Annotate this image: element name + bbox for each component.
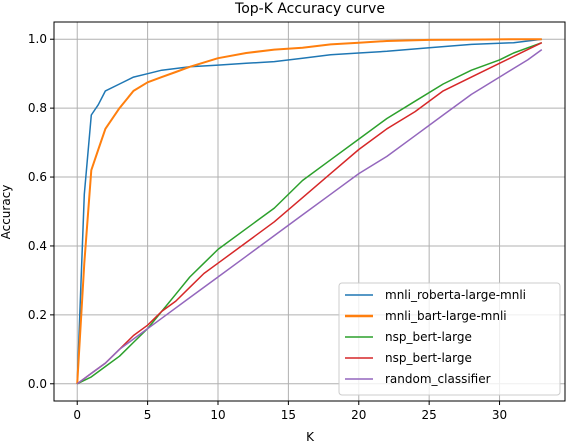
y-tick-label: 0.2 xyxy=(28,308,47,322)
y-axis-title: Accuracy xyxy=(0,185,13,240)
plot-area xyxy=(53,21,566,402)
legend-box xyxy=(338,282,561,396)
x-tick-label: 20 xyxy=(351,408,366,422)
x-tick-label: 25 xyxy=(422,408,437,422)
series-line-0 xyxy=(76,38,542,384)
y-tick-label: 1.0 xyxy=(28,32,47,46)
y-axis: 0.0 0.2 0.4 0.6 0.8 1.0 xyxy=(28,32,54,391)
x-tick-label: 0 xyxy=(73,408,81,422)
legend: mnli_roberta-large-mnli mnli_bart-large-m… xyxy=(338,282,561,396)
y-tick-label: 0.0 xyxy=(28,377,47,391)
y-tick-label: 0.8 xyxy=(28,101,47,115)
series-line-2 xyxy=(76,41,543,385)
series-line-4 xyxy=(76,48,543,385)
x-tick-label: 10 xyxy=(210,408,225,422)
chart-title: Top-K Accuracy curve xyxy=(234,1,385,17)
x-axis-title: K xyxy=(306,430,315,444)
y-tick-label: 0.4 xyxy=(28,239,47,253)
series-lines xyxy=(76,38,543,385)
legend-label: mnli_bart-large-mnli xyxy=(385,309,507,323)
legend-label: mnli_roberta-large-mnli xyxy=(385,288,526,302)
legend-label: nsp_bert-large xyxy=(385,330,472,344)
series-line-1 xyxy=(76,38,542,384)
x-tick-label: 30 xyxy=(492,408,507,422)
x-tick-label: 5 xyxy=(144,408,152,422)
legend-label: nsp_bert-large xyxy=(385,351,472,365)
x-axis: 0 5 10 15 20 25 30 xyxy=(73,401,507,422)
legend-label: random_classifier xyxy=(385,372,491,386)
series-line-3 xyxy=(76,42,543,385)
x-tick-label: 15 xyxy=(281,408,296,422)
y-tick-label: 0.6 xyxy=(28,170,47,184)
